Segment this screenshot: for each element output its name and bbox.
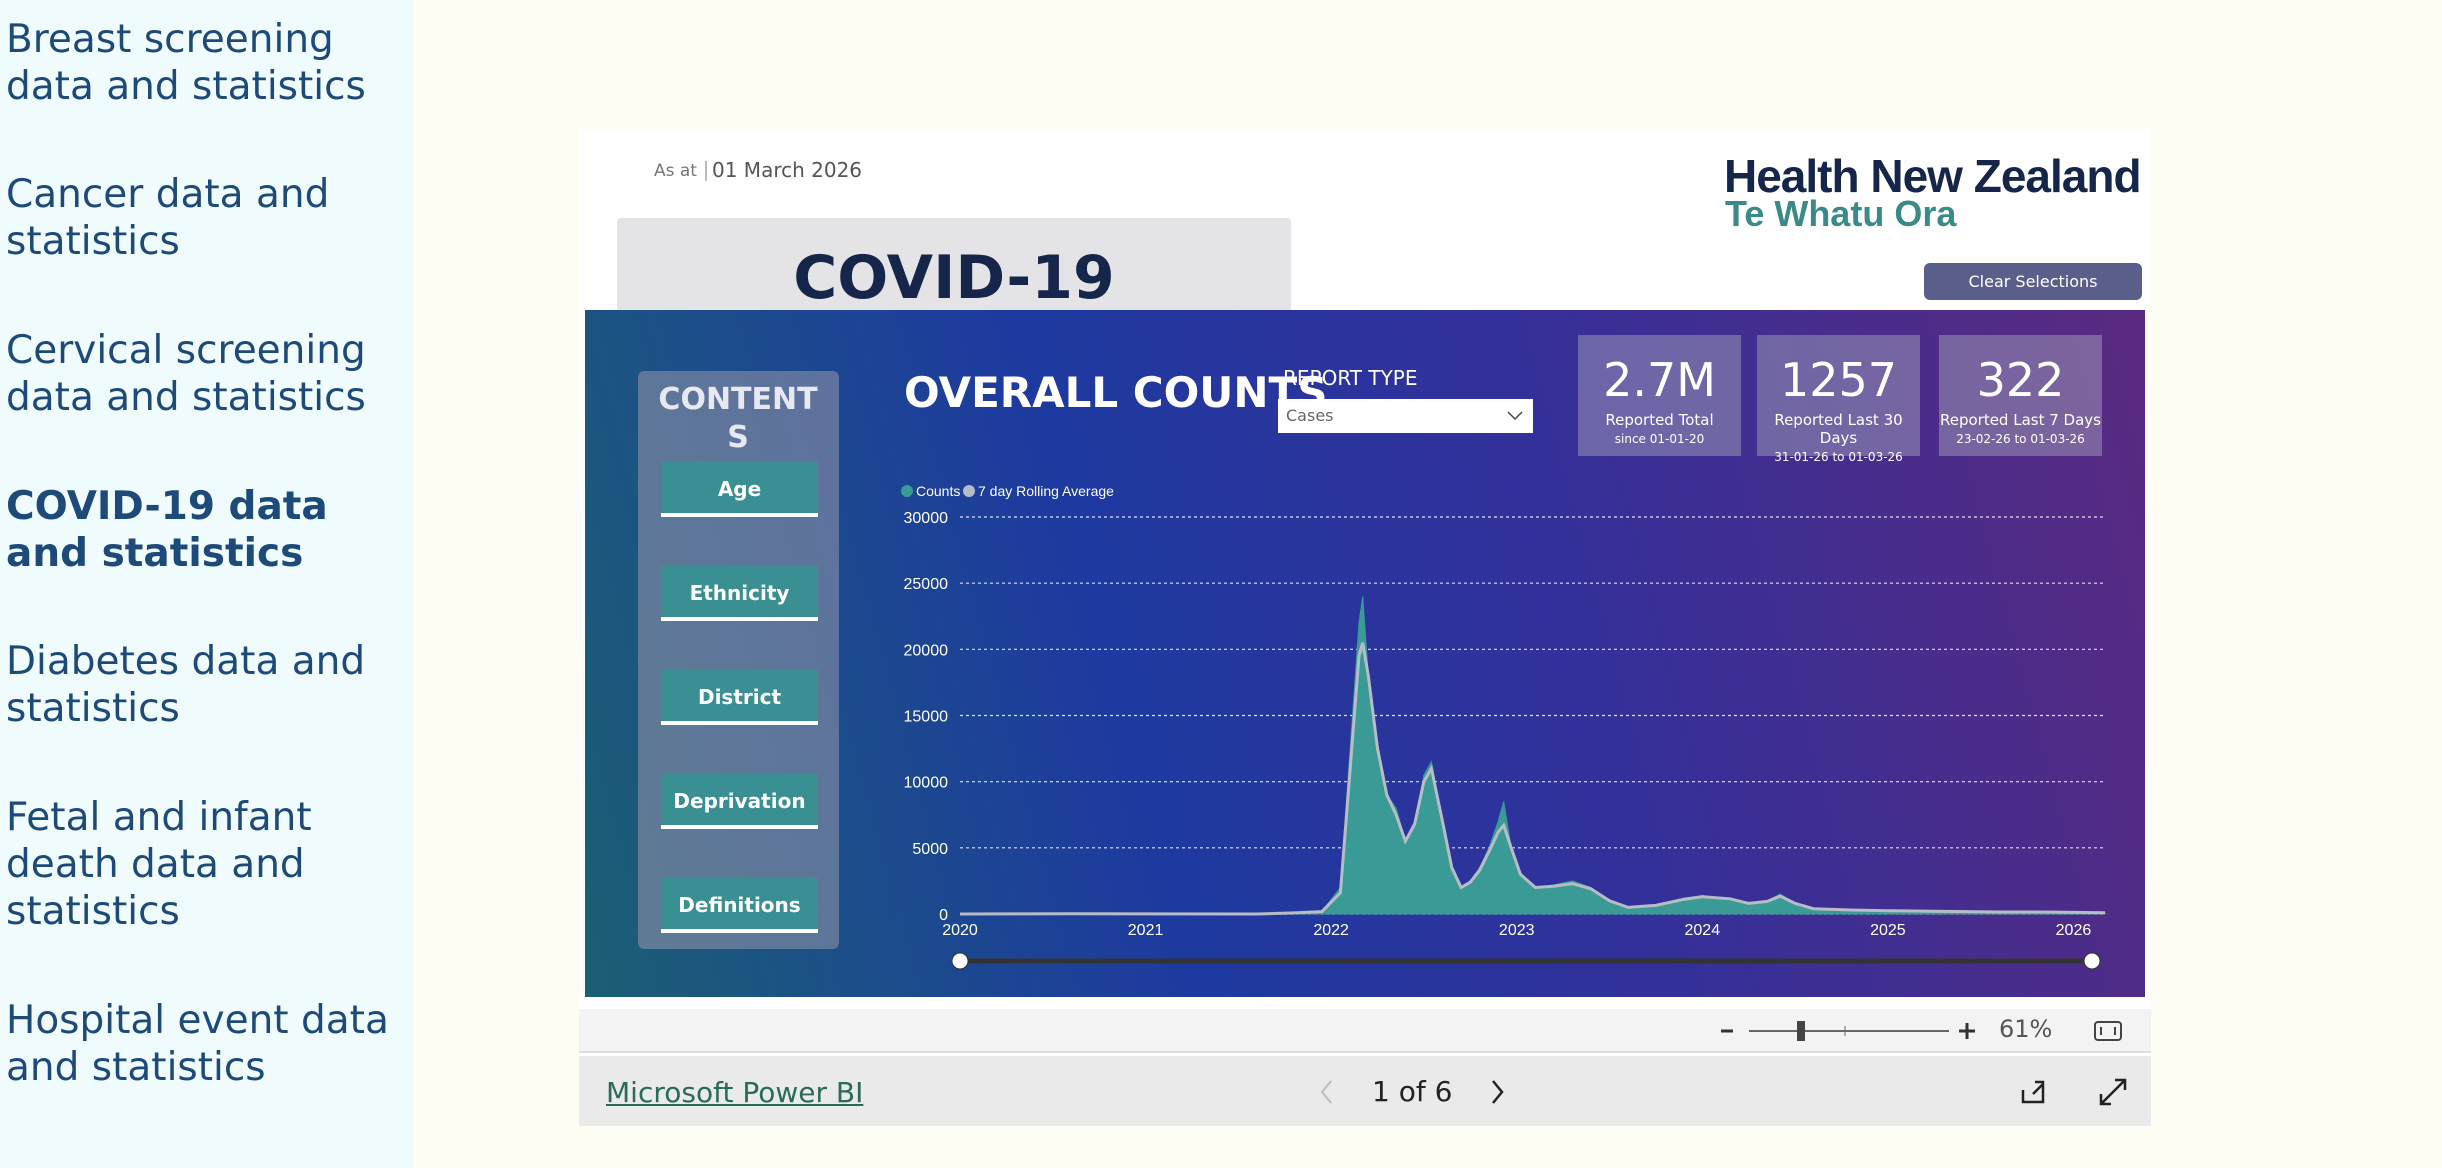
x-tick-label: 2025 xyxy=(1870,922,1906,939)
contents-box: CONTENTS Age Ethnicity District Deprivation… xyxy=(638,371,839,949)
nav-link[interactable]: Breast screening data and statistics xyxy=(6,17,366,109)
powerbi-link[interactable]: Microsoft Power BI xyxy=(606,1076,864,1109)
contents-title: CONTENTS xyxy=(658,382,818,455)
kpi-label: Reported Last 7 Days xyxy=(1939,411,2101,429)
brand: Health New Zealand xyxy=(1724,150,2142,202)
report-type-dropdown[interactable]: Cases xyxy=(1278,399,1533,433)
brand-sub: Te Whatu Ora xyxy=(1725,193,1957,234)
zoom-slider[interactable] xyxy=(1719,1017,1999,1045)
y-tick-label: 20000 xyxy=(904,642,949,659)
y-tick-label: 15000 xyxy=(904,709,949,726)
nav-link[interactable]: Cancer data and statistics xyxy=(6,172,330,264)
y-tick-label: 30000 xyxy=(904,510,949,527)
dropdown-arrow xyxy=(1507,411,1523,421)
kpi-sub: 23-02-26 to 01-03-26 xyxy=(1956,432,2085,446)
kpi-card: 2.7M Reported Total since 01-01-20 xyxy=(1578,335,1741,456)
next-page[interactable] xyxy=(1487,1078,1507,1106)
dashboard-panel: CONTENTS Age Ethnicity District Deprivation… xyxy=(585,310,2145,997)
dropdown-value: Cases xyxy=(1286,406,1334,425)
y-tick-label: 5000 xyxy=(912,841,948,858)
page-indicator: 1 of 6 xyxy=(1372,1075,1453,1108)
report-card: As at 01 March 2026 Health New Zealand T… xyxy=(579,129,2151,1126)
range-slider-handle[interactable] xyxy=(951,952,969,970)
y-tick-label: 25000 xyxy=(904,576,949,593)
x-tick-label: 2020 xyxy=(942,922,978,939)
as-at-label: As at xyxy=(654,161,707,181)
fit-icon[interactable] xyxy=(2093,1019,2123,1043)
clear-button[interactable]: Clear Selections xyxy=(1924,263,2142,300)
line xyxy=(959,642,2106,916)
zoom-level: 61% xyxy=(1999,1015,2053,1043)
nav-link[interactable]: Diabetes data and statistics xyxy=(6,639,366,731)
kpi-card: 322 Reported Last 7 Days 23-02-26 to 01-03… xyxy=(1939,335,2102,456)
area xyxy=(959,596,2106,915)
contents-button[interactable]: District xyxy=(661,669,818,725)
kpi-value: 322 xyxy=(1976,353,2065,407)
kpi-label: Reported Last 30 Days xyxy=(1774,411,1903,447)
nav-link[interactable]: COVID-19 data and statistics xyxy=(6,484,328,576)
y-tick-label: 10000 xyxy=(904,775,949,792)
zoom-bar: 61% xyxy=(579,1009,2151,1053)
nav-link[interactable]: Fetal and infant death data and statisti… xyxy=(6,795,312,934)
legend-marker xyxy=(963,485,975,497)
report-type-label: REPORT TYPE xyxy=(1283,366,1418,390)
range-slider-handle[interactable] xyxy=(2083,952,2101,970)
legend-label: 7 day Rolling Average xyxy=(978,483,1114,499)
fullscreen-icon[interactable] xyxy=(2097,1076,2129,1108)
heading: OVERALL COUNTS xyxy=(904,368,1328,417)
kpi-label: Reported Total xyxy=(1605,411,1714,429)
y-tick-label: 0 xyxy=(939,907,948,924)
nav-link[interactable]: Hospital event data and statistics xyxy=(6,998,389,1090)
x-tick-label: 2024 xyxy=(1685,922,1721,939)
prev-page[interactable] xyxy=(1317,1078,1337,1106)
kpi-value: 1257 xyxy=(1779,353,1898,407)
chart: 0 5000 10000 15000 20000 25000 30000 2020 2021 20… xyxy=(901,483,2106,970)
sidebar: Breast screening data and statistics Canc… xyxy=(0,0,413,1168)
kpi-sub: 31-01-26 to 01-03-26 xyxy=(1774,450,1903,464)
kpi-value: 2.7M xyxy=(1603,353,1716,407)
contents-button[interactable]: Ethnicity xyxy=(661,565,818,621)
x-tick-label: 2023 xyxy=(1499,922,1535,939)
footer-bar: Microsoft Power BI 1 of 6 xyxy=(579,1056,2151,1126)
nav-link[interactable]: Cervical screening data and statistics xyxy=(6,328,366,420)
x-tick-label: 2026 xyxy=(2056,922,2092,939)
kpi-card: 1257 Reported Last 30 Days 31-01-26 to 01-… xyxy=(1757,335,1920,464)
as-at-date: 01 March 2026 xyxy=(712,158,863,182)
legend-label: Counts xyxy=(916,483,960,499)
share-icon[interactable] xyxy=(2017,1076,2049,1108)
contents-button[interactable]: Deprivation xyxy=(661,773,818,829)
contents-button[interactable]: Age xyxy=(661,461,818,517)
legend-marker xyxy=(901,485,913,497)
kpi-sub: since 01-01-20 xyxy=(1614,432,1705,446)
x-tick-label: 2021 xyxy=(1128,922,1164,939)
x-tick-label: 2022 xyxy=(1313,922,1349,939)
contents-button[interactable]: Definitions xyxy=(661,877,818,933)
